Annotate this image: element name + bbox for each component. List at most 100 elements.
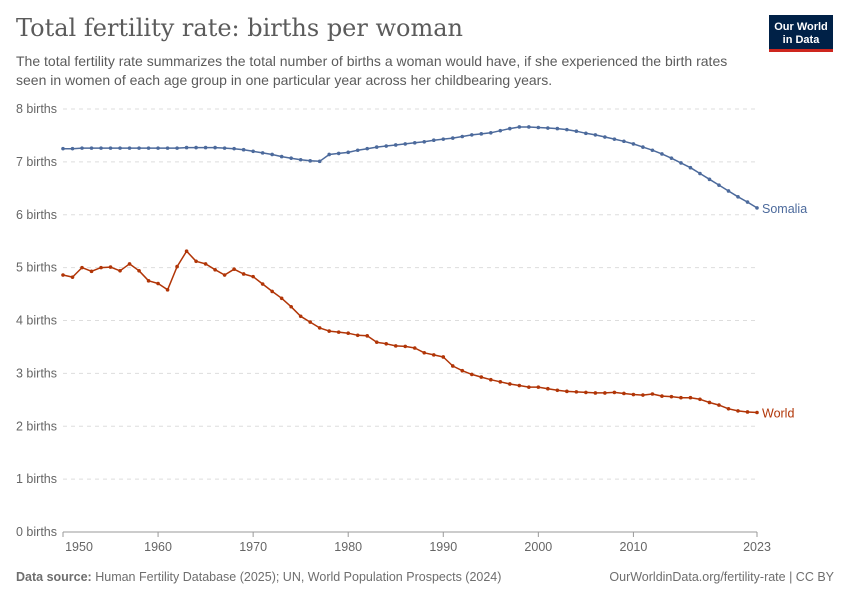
data-point-somalia[interactable] xyxy=(384,144,389,148)
data-point-world[interactable] xyxy=(175,264,179,269)
data-point-somalia[interactable] xyxy=(593,133,598,137)
data-point-world[interactable] xyxy=(469,372,474,377)
data-point-world[interactable] xyxy=(622,391,626,396)
data-point-somalia[interactable] xyxy=(536,125,541,130)
data-point-somalia[interactable] xyxy=(298,157,303,162)
data-point-world[interactable] xyxy=(517,383,522,388)
data-point-somalia[interactable] xyxy=(355,148,360,153)
data-point-world[interactable] xyxy=(365,334,370,338)
data-point-world[interactable] xyxy=(650,392,655,396)
data-point-somalia[interactable] xyxy=(517,125,522,129)
data-point-world[interactable] xyxy=(641,393,645,397)
data-point-world[interactable] xyxy=(374,340,379,344)
data-point-somalia[interactable] xyxy=(99,146,103,150)
data-point-somalia[interactable] xyxy=(279,154,284,159)
data-point-world[interactable] xyxy=(612,390,617,395)
data-point-somalia[interactable] xyxy=(508,126,512,131)
data-point-world[interactable] xyxy=(603,391,607,395)
data-point-world[interactable] xyxy=(450,364,455,368)
data-point-world[interactable] xyxy=(336,330,341,334)
data-point-world[interactable] xyxy=(479,375,484,379)
data-point-world[interactable] xyxy=(127,262,132,266)
data-point-somalia[interactable] xyxy=(232,146,236,151)
data-point-somalia[interactable] xyxy=(565,127,569,132)
data-point-world[interactable] xyxy=(80,265,84,270)
data-point-world[interactable] xyxy=(631,392,636,397)
data-point-somalia[interactable] xyxy=(612,137,617,141)
data-point-world[interactable] xyxy=(574,390,579,394)
data-point-world[interactable] xyxy=(403,344,408,349)
data-point-world[interactable] xyxy=(118,268,122,273)
data-point-somalia[interactable] xyxy=(270,152,274,157)
data-point-somalia[interactable] xyxy=(631,142,636,146)
data-point-world[interactable] xyxy=(308,320,312,324)
data-point-world[interactable] xyxy=(289,304,293,309)
data-point-world[interactable] xyxy=(213,267,217,272)
data-point-somalia[interactable] xyxy=(479,132,484,136)
data-point-somalia[interactable] xyxy=(308,159,312,163)
data-point-world[interactable] xyxy=(717,403,721,407)
data-point-somalia[interactable] xyxy=(118,146,122,150)
data-point-somalia[interactable] xyxy=(660,152,664,156)
data-point-somalia[interactable] xyxy=(374,145,379,149)
data-point-somalia[interactable] xyxy=(726,189,731,193)
data-point-somalia[interactable] xyxy=(469,133,474,137)
data-point-world[interactable] xyxy=(298,314,303,319)
data-point-world[interactable] xyxy=(688,395,693,400)
data-point-somalia[interactable] xyxy=(717,183,721,187)
data-point-somalia[interactable] xyxy=(289,156,293,160)
data-point-somalia[interactable] xyxy=(336,151,341,156)
data-point-world[interactable] xyxy=(508,382,512,386)
series-label-world[interactable]: World xyxy=(762,407,794,421)
data-point-world[interactable] xyxy=(565,389,569,394)
data-point-world[interactable] xyxy=(498,380,503,384)
data-point-world[interactable] xyxy=(184,249,189,254)
data-point-world[interactable] xyxy=(241,272,246,276)
data-point-somalia[interactable] xyxy=(165,146,170,150)
data-point-somalia[interactable] xyxy=(736,194,740,199)
data-point-somalia[interactable] xyxy=(184,145,189,150)
data-point-world[interactable] xyxy=(317,326,322,330)
data-point-world[interactable] xyxy=(669,394,674,399)
data-point-world[interactable] xyxy=(726,407,731,411)
data-point-world[interactable] xyxy=(755,410,759,415)
data-point-world[interactable] xyxy=(260,282,265,286)
data-point-somalia[interactable] xyxy=(127,146,132,150)
data-point-world[interactable] xyxy=(203,262,208,266)
data-point-somalia[interactable] xyxy=(61,146,65,151)
data-point-somalia[interactable] xyxy=(222,146,227,150)
data-point-world[interactable] xyxy=(108,265,113,269)
data-point-somalia[interactable] xyxy=(317,159,322,164)
data-point-somalia[interactable] xyxy=(745,200,750,204)
data-point-somalia[interactable] xyxy=(327,152,331,157)
footer-link[interactable]: OurWorldinData.org/fertility-rate | CC B… xyxy=(609,570,834,584)
data-point-world[interactable] xyxy=(270,289,274,294)
data-point-somalia[interactable] xyxy=(365,146,370,151)
series-somalia[interactable] xyxy=(61,125,759,210)
series-line-somalia[interactable] xyxy=(63,126,758,209)
data-point-somalia[interactable] xyxy=(669,156,674,160)
data-point-somalia[interactable] xyxy=(555,126,560,131)
data-point-world[interactable] xyxy=(527,385,531,389)
data-point-world[interactable] xyxy=(279,296,284,301)
data-point-world[interactable] xyxy=(89,269,94,274)
data-point-somalia[interactable] xyxy=(194,145,198,150)
data-point-somalia[interactable] xyxy=(108,146,113,150)
data-point-somalia[interactable] xyxy=(622,139,626,144)
data-point-somalia[interactable] xyxy=(574,129,579,134)
data-point-somalia[interactable] xyxy=(641,145,645,149)
data-point-somalia[interactable] xyxy=(203,145,208,150)
data-point-somalia[interactable] xyxy=(650,148,655,153)
data-point-world[interactable] xyxy=(736,409,740,413)
data-point-somalia[interactable] xyxy=(241,147,246,152)
data-source-text[interactable]: Human Fertility Database (2025); UN, Wor… xyxy=(95,570,502,584)
data-point-world[interactable] xyxy=(584,390,588,395)
data-point-somalia[interactable] xyxy=(137,146,141,150)
data-point-somalia[interactable] xyxy=(146,146,151,150)
data-point-world[interactable] xyxy=(99,265,103,270)
data-point-somalia[interactable] xyxy=(251,149,255,154)
data-point-world[interactable] xyxy=(146,279,151,283)
data-point-world[interactable] xyxy=(137,268,141,273)
data-point-somalia[interactable] xyxy=(498,128,503,133)
data-point-somalia[interactable] xyxy=(260,151,265,155)
